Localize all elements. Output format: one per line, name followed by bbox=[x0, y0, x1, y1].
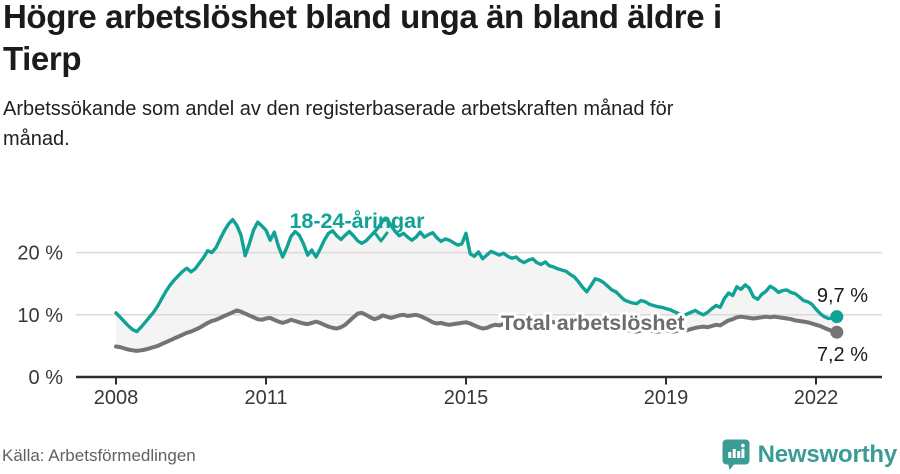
series-band-fill bbox=[116, 219, 837, 351]
series-label-total: Total arbetslöshet bbox=[501, 311, 685, 335]
arrow-down-icon bbox=[373, 231, 389, 243]
end-value-total: 7,2 % bbox=[817, 344, 868, 366]
chart-area: 0 % 10 % 20 % 2008 2011 2015 2019 2022 18-24-å… bbox=[0, 180, 900, 415]
x-tick-label-2011: 2011 bbox=[244, 387, 287, 409]
newsworthy-logo[interactable]: Newsworthy bbox=[721, 438, 897, 471]
source-note: Källa: Arbetsförmedlingen bbox=[2, 446, 196, 465]
x-tick-label-2015: 2015 bbox=[444, 387, 489, 409]
line-18-24-åringar bbox=[114, 217, 839, 334]
x-tick-label-2019: 2019 bbox=[644, 387, 689, 409]
y-tick-label-0: 0 % bbox=[29, 367, 64, 389]
newsworthy-wordmark: Newsworthy bbox=[757, 440, 898, 468]
page-title: Högre arbetslöshet bland unga än bland ä… bbox=[3, 0, 883, 80]
series-lines bbox=[114, 217, 844, 353]
newsworthy-bubble-barchart-icon bbox=[722, 439, 750, 470]
subtitle-line-2: månad. bbox=[3, 128, 70, 150]
end-value-young: 9,7 % bbox=[817, 285, 868, 307]
chart-subtitle: Arbetssökande som andel av den registerb… bbox=[3, 94, 883, 154]
y-tick-label-10: 10 % bbox=[17, 305, 63, 327]
series-label-young: 18-24-åringar bbox=[289, 209, 425, 233]
x-axis: 2008 2011 2015 2019 2022 bbox=[76, 375, 882, 409]
line-Total arbetslöshet bbox=[114, 308, 839, 353]
x-tick-label-2022: 2022 bbox=[794, 387, 839, 409]
header: Högre arbetslöshet bland unga än bland ä… bbox=[3, 0, 883, 154]
unemployment-line-chart: 0 % 10 % 20 % 2008 2011 2015 2019 2022 18-24-å… bbox=[17, 209, 882, 409]
x-tick-label-2008: 2008 bbox=[94, 387, 139, 409]
y-tick-label-20: 20 % bbox=[17, 243, 63, 265]
subtitle-line-1: Arbetssökande som andel av den registerb… bbox=[3, 98, 674, 120]
band-between-series bbox=[116, 219, 837, 351]
end-dot-18-24-åringar bbox=[830, 310, 844, 324]
title-line-2: Tierp bbox=[3, 40, 82, 77]
end-dot-Total arbetslöshet bbox=[830, 325, 844, 339]
title-line-1: Högre arbetslöshet bland unga än bland ä… bbox=[3, 0, 722, 35]
